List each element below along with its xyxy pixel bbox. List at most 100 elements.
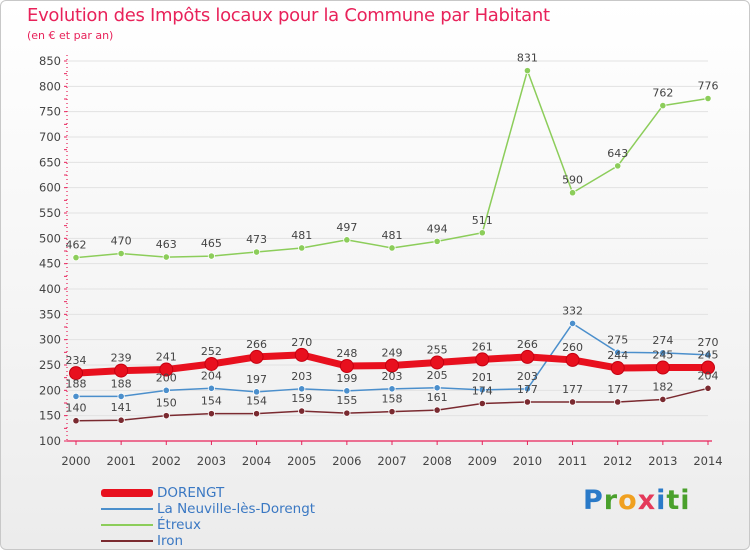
data-label: 199 [336,372,357,385]
data-label: 177 [562,383,583,396]
y-tick-label: 600 [39,181,61,195]
data-point [614,398,622,406]
y-tick-label: 700 [39,130,61,144]
data-point [117,249,125,258]
data-label: 275 [607,333,628,346]
chart-subtitle: (en € et par an) [27,29,114,42]
data-label: 463 [156,238,177,251]
data-label: 252 [201,345,222,358]
data-label: 234 [66,354,87,367]
data-label: 159 [291,392,312,405]
x-tick-label: 2014 [693,454,722,468]
data-point [117,416,125,424]
data-label: 590 [562,174,583,187]
x-tick-label: 2013 [648,454,677,468]
data-label: 154 [246,395,267,408]
data-label: 155 [336,394,357,407]
proxiti-logo: Proxiti [583,485,691,516]
data-point [117,392,125,401]
x-tick-label: 2006 [332,454,361,468]
data-point [659,349,667,357]
data-point [298,244,306,252]
data-point [388,385,396,393]
data-label: 239 [111,352,132,365]
y-tick-label: 650 [39,155,61,169]
data-point [343,236,351,244]
data-label: 511 [472,214,493,227]
data-point [72,417,80,425]
data-point [204,356,219,371]
data-point [207,410,216,418]
data-label: 150 [156,397,177,410]
data-label: 270 [698,336,719,349]
data-label: 177 [517,383,538,396]
x-tick-label: 2000 [61,454,90,468]
data-label: 462 [66,239,87,252]
data-point [252,388,261,396]
legend-label: Iron [157,533,184,549]
x-tick-label: 2008 [423,454,452,468]
chart-title: Evolution des Impôts locaux pour la Comm… [27,5,550,26]
legend-swatch [101,540,153,542]
x-tick-label: 2004 [242,454,271,468]
data-point [568,319,577,328]
x-tick-label: 2001 [107,454,136,468]
data-label: 266 [246,338,267,351]
data-label: 473 [246,233,267,246]
data-label: 260 [562,341,583,354]
data-label: 141 [111,401,132,414]
data-label: 249 [382,347,403,360]
logo-part: ti [666,485,691,516]
data-point [701,360,715,375]
data-point [298,407,306,415]
data-point [162,412,170,420]
data-point [659,101,667,110]
y-tick-label: 500 [39,231,61,245]
data-point [478,386,486,394]
data-label: 245 [698,349,719,362]
y-tick-label: 550 [39,206,61,220]
legend-swatch [101,524,153,526]
data-label: 203 [291,370,312,383]
data-label: 203 [382,370,403,383]
data-point [339,359,354,374]
data-point [388,408,396,416]
data-label: 177 [607,383,628,396]
x-tick-label: 2011 [558,454,587,468]
data-label: 158 [382,393,403,406]
data-label: 762 [652,87,673,100]
x-tick-label: 2010 [513,454,542,468]
data-point [655,360,670,375]
data-point [659,395,667,404]
data-label: 154 [201,395,222,408]
y-tick-label: 850 [39,54,61,68]
data-label: 244 [607,349,628,362]
x-tick-label: 2005 [287,454,316,468]
x-tick-label: 2009 [468,454,497,468]
data-label: 140 [66,402,87,415]
y-tick-label: 200 [39,383,61,397]
data-label: 203 [517,370,538,383]
data-point [72,392,80,401]
legend-swatch [101,508,153,510]
data-label: 248 [336,347,357,360]
logo-part: r [603,485,619,516]
data-point [162,386,170,394]
data-label: 643 [607,147,628,160]
data-label: 332 [562,304,583,317]
data-point [614,348,622,356]
data-point [568,189,577,197]
data-label: 261 [472,340,493,353]
data-point [162,253,170,261]
data-point [298,385,306,393]
legend-label: Étreux [157,517,201,533]
x-tick-label: 2012 [603,454,632,468]
data-label: 197 [246,373,267,386]
data-label: 831 [517,52,538,65]
logo-part: x [637,485,657,516]
data-label: 188 [66,377,87,390]
x-tick-label: 2003 [197,454,226,468]
data-point [433,406,441,414]
x-tick-label: 2002 [152,454,181,468]
